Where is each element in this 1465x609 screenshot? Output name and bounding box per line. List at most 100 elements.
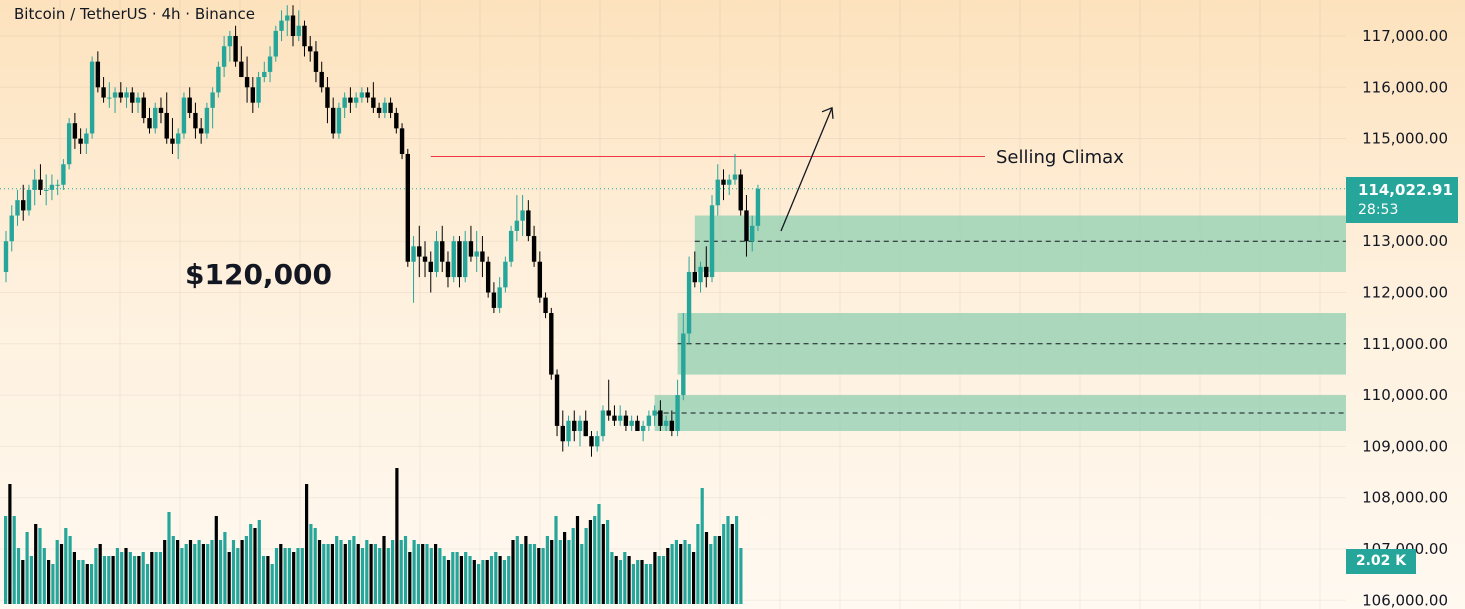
volume-bar: [730, 524, 734, 604]
volume-bar: [425, 544, 429, 604]
candle-body: [457, 241, 462, 278]
volume-bar: [726, 516, 730, 604]
candle-body: [21, 200, 26, 211]
candle-body: [233, 36, 238, 62]
volume-bar: [326, 544, 330, 604]
candle-body: [463, 241, 468, 278]
candle-body: [107, 97, 112, 99]
candle-body: [440, 241, 445, 262]
volume-bar: [623, 552, 627, 604]
volume-bar: [266, 556, 270, 604]
symbol-header[interactable]: Bitcoin / TetherUS · 4h · Binance: [14, 5, 255, 23]
volume-bar: [472, 560, 476, 604]
volume-bar: [696, 524, 700, 604]
volume-bar: [601, 524, 605, 604]
volume-bar: [593, 516, 597, 604]
volume-bar: [382, 536, 386, 604]
candle-body: [434, 241, 439, 272]
volume-bar: [68, 536, 72, 604]
candle-body: [348, 97, 353, 103]
candle-body: [640, 425, 646, 432]
volume-bar: [184, 544, 188, 604]
volume-bar: [692, 552, 696, 604]
volume-bar: [296, 548, 300, 604]
candle-body: [417, 246, 422, 257]
volume-bar: [176, 540, 180, 604]
volume-bar: [459, 556, 463, 604]
candle-body: [32, 179, 37, 190]
volume-bar: [661, 556, 666, 604]
candle-body: [262, 71, 267, 78]
volume-bar: [515, 536, 519, 604]
volume-bar: [429, 548, 433, 604]
candle-body: [686, 271, 692, 334]
volume-bar: [51, 564, 55, 604]
candle-body: [520, 210, 525, 221]
volume-bar: [524, 536, 528, 604]
volume-bar: [597, 504, 601, 604]
volume-bar: [606, 520, 610, 604]
volume-bar: [391, 540, 395, 604]
candle-body: [629, 420, 634, 426]
volume-bar: [85, 564, 89, 604]
volume-bar: [231, 540, 236, 604]
candle-body: [394, 112, 399, 129]
volume-bar: [270, 564, 274, 604]
candle-body: [319, 71, 324, 88]
volume-bar: [386, 548, 390, 604]
candle-body: [112, 92, 118, 98]
volume-bar: [133, 556, 137, 604]
candle-body: [164, 112, 169, 139]
volume-bar: [365, 540, 369, 604]
volume-bar: [722, 524, 726, 604]
volume-tag: 2.02 K: [1346, 549, 1416, 574]
candle-body: [365, 92, 370, 98]
volume-bar: [399, 540, 403, 604]
volume-bar: [197, 540, 201, 604]
volume-bar: [77, 560, 81, 604]
volume-bar: [38, 528, 42, 604]
volume-bar: [12, 516, 16, 604]
candle-body: [422, 256, 428, 262]
volume-bar: [64, 528, 68, 604]
volume-bar: [16, 548, 21, 604]
volume-bar: [356, 544, 360, 604]
volume-bar: [343, 544, 347, 604]
volume-bar: [279, 544, 283, 604]
candle-body: [204, 107, 210, 134]
candle-body: [250, 87, 256, 103]
volume-bar: [348, 540, 352, 604]
candle-body: [652, 410, 657, 416]
volume-bar: [81, 560, 85, 604]
volume-bar: [532, 544, 537, 604]
volume-bar: [494, 552, 498, 604]
volume-bar: [403, 536, 408, 604]
candle-body: [290, 15, 296, 36]
y-tick-label: 108,000.00: [1362, 489, 1448, 507]
volume-bar: [416, 544, 420, 604]
candle-body: [732, 174, 738, 180]
candle-body: [239, 61, 244, 78]
candle-body: [704, 266, 709, 278]
y-tick-label: 106,000.00: [1362, 591, 1448, 609]
candle-body: [658, 410, 663, 426]
volume-bar: [219, 540, 223, 604]
candle-body: [26, 189, 32, 211]
candle-body: [549, 313, 554, 375]
volume-bar: [674, 540, 678, 604]
volume-bar: [412, 540, 416, 604]
candle-body: [491, 292, 497, 308]
volume-bar: [588, 520, 592, 604]
candle-body: [508, 230, 514, 262]
volume-bar: [115, 548, 119, 604]
candle-body: [313, 51, 319, 72]
arrow-line: [780, 107, 833, 232]
volume-bar: [580, 544, 584, 604]
volume-bar: [485, 560, 489, 604]
volume-bar: [163, 540, 167, 604]
volume-bar: [584, 528, 588, 604]
volume-bar: [640, 560, 644, 604]
volume-bar: [378, 548, 382, 604]
candle-body: [554, 374, 560, 426]
